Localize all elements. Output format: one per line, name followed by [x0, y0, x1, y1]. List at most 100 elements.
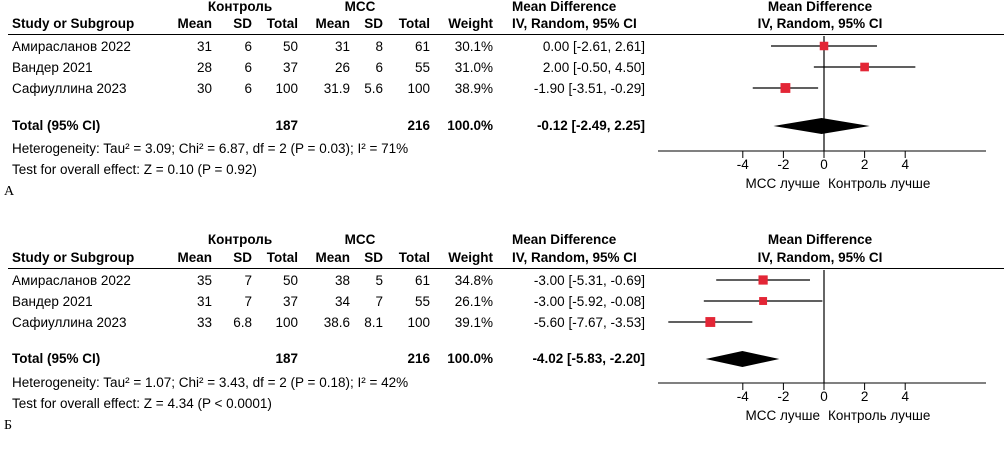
total1: 50 — [282, 39, 298, 54]
mean1: 35 — [196, 273, 212, 288]
weight: 39.1% — [454, 315, 493, 330]
axis-tick-label: -2 — [777, 157, 789, 172]
mean2: 31 — [334, 39, 350, 54]
header-mean1: Mean — [177, 16, 212, 31]
header-weight: Weight — [448, 250, 493, 265]
total2: 55 — [414, 60, 430, 75]
total2: 61 — [414, 273, 430, 288]
mean1: 31 — [196, 39, 212, 54]
total1: 37 — [282, 60, 298, 75]
pooled-diamond — [773, 118, 870, 134]
header-study: Study or Subgroup — [12, 16, 135, 31]
study-name: Вандер 2021 — [12, 294, 93, 309]
total-n2: 216 — [407, 351, 430, 366]
header-study: Study or Subgroup — [12, 250, 135, 265]
header-total1: Total — [266, 250, 298, 265]
weight: 30.1% — [454, 39, 493, 54]
effect-square — [819, 41, 829, 51]
total1: 100 — [275, 315, 298, 330]
ci-text: 0.00 [-2.61, 2.61] — [542, 39, 645, 54]
axis-tick-label: 0 — [820, 389, 828, 404]
study-name: Амирасланов 2022 — [12, 273, 131, 288]
weight: 31.0% — [454, 60, 493, 75]
effect-square — [705, 317, 716, 327]
mean2: 26 — [334, 60, 350, 75]
effect-square — [780, 83, 791, 93]
total-n2: 216 — [407, 118, 430, 133]
header-mean1: Mean — [177, 250, 212, 265]
sd2: 5 — [375, 273, 383, 288]
header-sd2: SD — [364, 250, 383, 265]
ci-text: -5.60 [-7.67, -3.53] — [533, 315, 645, 330]
sd2: 8 — [375, 39, 383, 54]
total-ci: -0.12 [-2.49, 2.25] — [536, 118, 645, 133]
header-group1: Контроль — [207, 0, 273, 14]
header-sd1: SD — [233, 250, 252, 265]
total-n1: 187 — [275, 118, 298, 133]
mean1: 28 — [196, 60, 212, 75]
sd1: 6 — [244, 81, 252, 96]
sd1: 6 — [244, 39, 252, 54]
weight: 34.8% — [454, 273, 493, 288]
total-weight: 100.0% — [447, 118, 493, 133]
forest-plot-a: -4 -2 0 2 4 МСС лучше Контроль лучше — [658, 36, 986, 191]
axis-tick-label: -2 — [777, 389, 789, 404]
forest-plot-b: -4 -2 0 2 4 МСС лучше Контроль лучше — [658, 270, 986, 423]
axis-tick-label: -4 — [737, 157, 749, 172]
total1: 50 — [282, 273, 298, 288]
total2: 100 — [407, 315, 430, 330]
study-name: Амирасланов 2022 — [12, 39, 131, 54]
sd1: 7 — [244, 273, 252, 288]
sd1: 6 — [244, 60, 252, 75]
total-label: Total (95% CI) — [12, 118, 101, 133]
header-group2: МСС — [344, 232, 376, 247]
mean2: 34 — [334, 294, 350, 309]
axis-tick-label: 0 — [820, 157, 828, 172]
header-mean2: Mean — [315, 16, 350, 31]
favours-left-label: МСС лучше — [746, 408, 821, 423]
pooled-diamond — [705, 351, 780, 367]
header-forest-sub: IV, Random, 95% CI — [757, 250, 883, 265]
study-name: Вандер 2021 — [12, 60, 93, 75]
header-weight: Weight — [448, 16, 493, 31]
header-md-sub: IV, Random, 95% CI — [512, 16, 637, 31]
axis-tick-label: -4 — [737, 389, 749, 404]
study-name: Сафиуллина 2023 — [12, 315, 127, 330]
heterogeneity-text: Heterogeneity: Tau² = 3.09; Chi² = 6.87,… — [12, 141, 409, 156]
header-forest-title: Mean Difference — [767, 0, 873, 14]
header-forest-sub: IV, Random, 95% CI — [757, 16, 883, 31]
header-total1: Total — [266, 16, 298, 31]
sd2: 5.6 — [364, 81, 383, 96]
forest-panel-b: Контроль МСС Mean Difference Mean Differ… — [0, 230, 1004, 449]
effect-square — [758, 275, 768, 285]
sd1: 7 — [244, 294, 252, 309]
ci-text: -3.00 [-5.31, -0.69] — [533, 273, 645, 288]
total2: 100 — [407, 81, 430, 96]
axis-tick-label: 4 — [901, 157, 909, 172]
header-md-title: Mean Difference — [512, 0, 617, 14]
total-weight: 100.0% — [447, 351, 493, 366]
total-n1: 187 — [275, 351, 298, 366]
total2: 61 — [414, 39, 430, 54]
header-group2: МСС — [344, 0, 376, 14]
ci-text: -1.90 [-3.51, -0.29] — [533, 81, 645, 96]
axis-tick-label: 2 — [861, 157, 869, 172]
mean2: 38 — [334, 273, 350, 288]
effect-square — [860, 62, 869, 72]
mean1: 30 — [196, 81, 212, 96]
header-md-sub: IV, Random, 95% CI — [512, 250, 637, 265]
header-total2: Total — [398, 250, 430, 265]
ci-text: 2.00 [-0.50, 4.50] — [542, 60, 645, 75]
favours-right-label: Контроль лучше — [828, 408, 930, 423]
study-name: Сафиуллина 2023 — [12, 81, 127, 96]
header-rule — [8, 34, 1004, 35]
sd2: 6 — [375, 60, 383, 75]
favours-right-label: Контроль лучше — [828, 176, 930, 191]
header-forest-title: Mean Difference — [767, 232, 873, 247]
sd1: 6.8 — [233, 315, 252, 330]
mean1: 31 — [196, 294, 212, 309]
header-md-title: Mean Difference — [512, 232, 617, 247]
overall-effect-text: Test for overall effect: Z = 4.34 (P < 0… — [12, 396, 272, 411]
total-ci: -4.02 [-5.83, -2.20] — [532, 351, 645, 366]
axis-tick-label: 2 — [861, 389, 869, 404]
